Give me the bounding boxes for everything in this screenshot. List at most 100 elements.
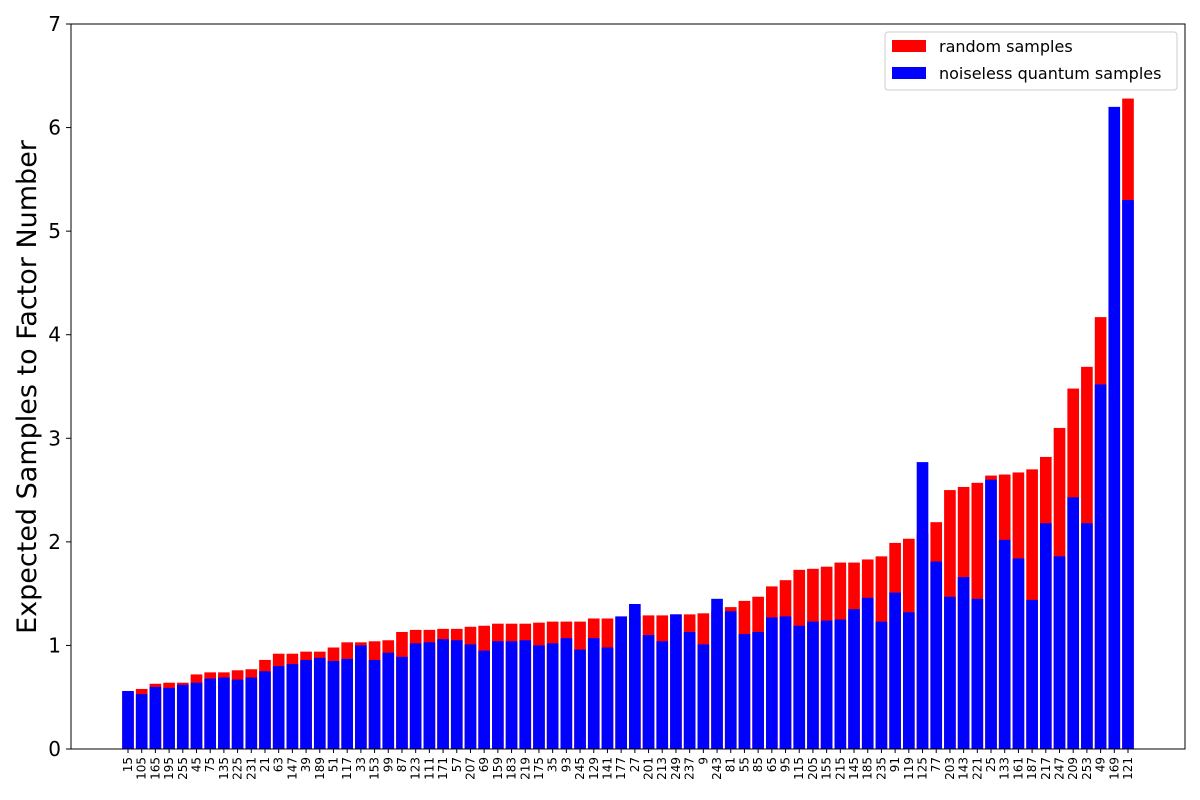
quantum-bar-39 <box>300 659 312 749</box>
x-tick-label: 87 <box>395 757 409 772</box>
x-tick-label: 25 <box>984 757 998 772</box>
quantum-bar-187 <box>1026 599 1038 749</box>
x-tick-label: 187 <box>1025 757 1039 780</box>
quantum-bar-201 <box>642 635 655 749</box>
quantum-bar-125 <box>916 462 929 749</box>
quantum-bar-25 <box>985 479 997 749</box>
quantum-bar-205 <box>807 621 819 749</box>
quantum-bar-63 <box>272 666 285 749</box>
x-tick-label: 123 <box>409 757 423 780</box>
x-tick-label: 209 <box>1066 757 1080 780</box>
x-tick-label: 93 <box>559 757 573 772</box>
quantum-bar-123 <box>409 643 422 749</box>
y-tick-label: 1 <box>48 633 61 657</box>
quantum-bar-121 <box>1122 200 1134 749</box>
x-tick-label: 27 <box>628 757 642 772</box>
quantum-bar-49 <box>1094 384 1107 749</box>
quantum-bar-133 <box>998 539 1011 749</box>
x-tick-label: 95 <box>779 757 793 772</box>
x-tick-label: 217 <box>1039 757 1053 780</box>
x-tick-label: 219 <box>518 757 532 780</box>
y-tick-label: 5 <box>48 219 61 243</box>
quantum-bar-221 <box>971 598 984 749</box>
quantum-bar-155 <box>820 620 833 749</box>
x-tick-label: 253 <box>1080 757 1094 780</box>
legend-label-random: random samples <box>939 37 1073 56</box>
quantum-bar-111 <box>423 642 436 749</box>
x-axis: 15 105 165 195 255 45 75 135 225 231 21 63 147 39 189 5… <box>121 749 1135 780</box>
x-tick-label: 33 <box>354 757 368 772</box>
quantum-bar-253 <box>1081 523 1093 749</box>
quantum-bar-141 <box>601 647 614 749</box>
quantum-bar-27 <box>629 604 641 749</box>
quantum-bar-21 <box>259 671 271 749</box>
x-tick-label: 175 <box>532 757 546 780</box>
y-axis: 0 1 2 3 4 5 6 7 <box>48 12 71 761</box>
quantum-bar-243 <box>711 598 723 749</box>
x-tick-label: 177 <box>614 757 628 780</box>
x-tick-label: 115 <box>792 757 806 780</box>
quantum-bar-105 <box>135 694 148 749</box>
quantum-bar-143 <box>957 577 970 749</box>
x-tick-label: 117 <box>340 757 354 780</box>
x-tick-label: 21 <box>258 757 272 772</box>
y-tick-label: 6 <box>48 116 61 140</box>
x-tick-label: 85 <box>751 757 765 772</box>
x-tick-label: 57 <box>450 757 464 772</box>
x-tick-label: 143 <box>957 757 971 780</box>
x-tick-label: 215 <box>833 757 847 780</box>
x-tick-label: 203 <box>943 757 957 780</box>
x-tick-label: 245 <box>573 757 587 780</box>
x-tick-label: 121 <box>1121 757 1135 780</box>
x-tick-label: 159 <box>491 757 505 780</box>
x-tick-label: 255 <box>176 757 190 780</box>
x-tick-label: 125 <box>916 757 930 780</box>
x-tick-label: 249 <box>669 757 683 780</box>
quantum-bar-9 <box>697 644 710 749</box>
quantum-bar-161 <box>1012 558 1025 749</box>
y-axis-label: Expected Samples to Factor Number <box>12 139 43 634</box>
quantum-samples-bars <box>122 106 1134 750</box>
x-tick-label: 231 <box>244 757 258 780</box>
x-tick-label: 65 <box>765 757 779 772</box>
x-tick-label: 35 <box>546 757 560 772</box>
x-tick-label: 165 <box>148 757 162 780</box>
quantum-bar-207 <box>464 644 477 749</box>
y-tick-label: 2 <box>48 530 61 554</box>
quantum-bar-147 <box>286 664 299 749</box>
x-tick-label: 45 <box>189 757 203 772</box>
quantum-bar-35 <box>546 643 559 749</box>
legend-swatch-quantum <box>892 67 926 79</box>
quantum-bar-55 <box>738 634 751 749</box>
quantum-bar-135 <box>218 677 230 749</box>
plot-frame <box>70 23 1186 750</box>
x-tick-label: 141 <box>600 757 614 780</box>
x-tick-label: 55 <box>737 757 751 772</box>
quantum-bar-77 <box>930 561 943 749</box>
x-tick-label: 207 <box>463 757 477 780</box>
x-tick-label: 147 <box>285 757 299 780</box>
x-tick-label: 15 <box>121 757 135 772</box>
quantum-bar-189 <box>313 657 326 749</box>
x-tick-label: 135 <box>217 757 231 780</box>
quantum-bar-15 <box>122 691 134 749</box>
legend-label-quantum: noiseless quantum samples <box>939 64 1161 83</box>
quantum-bar-145 <box>848 609 860 749</box>
x-tick-label: 81 <box>724 757 738 772</box>
x-tick-label: 237 <box>683 757 697 780</box>
quantum-bar-159 <box>492 641 504 749</box>
x-tick-label: 99 <box>381 757 395 772</box>
quantum-bar-195 <box>163 687 175 749</box>
legend: random samples noiseless quantum samples <box>884 31 1178 91</box>
quantum-bar-119 <box>903 612 915 749</box>
x-tick-label: 9 <box>696 757 710 765</box>
quantum-bar-169 <box>1108 106 1121 750</box>
quantum-bar-85 <box>752 631 764 749</box>
quantum-bar-153 <box>368 659 381 749</box>
x-tick-label: 49 <box>1094 757 1108 772</box>
x-tick-label: 133 <box>998 757 1012 780</box>
y-tick-label: 3 <box>48 426 61 450</box>
quantum-bar-255 <box>176 684 189 749</box>
x-tick-label: 243 <box>710 757 724 780</box>
